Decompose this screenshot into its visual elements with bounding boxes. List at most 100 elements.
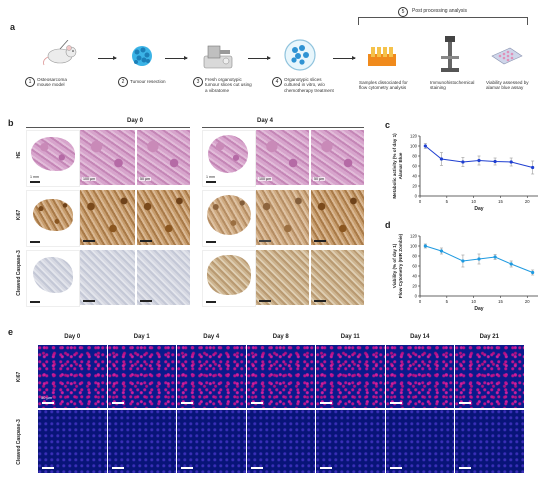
caspase-day0-mid [80,250,135,305]
caspase-day0-section [33,257,73,293]
x-axis-label: Day [474,206,483,212]
tumour-cells-icon [132,46,152,66]
microscope-icon [441,36,459,72]
data-point [509,160,513,164]
y-tick-label: 20 [412,284,417,289]
caspase-day4-mid [256,250,309,305]
ki67-day0-section [33,199,73,231]
mouse-icon [43,40,77,66]
ki67-day0-whole [26,190,80,247]
fluorescence-tile: 50 µm [38,345,107,408]
fluorescence-tile [107,345,176,408]
fluorescence-tile [316,410,385,473]
arrow-2 [165,56,188,60]
y-tick-label: 80 [412,154,417,159]
fluor-day-label: Day 14 [410,334,430,340]
histology-day-4-label: Day 4 [256,118,273,124]
x-tick-label: 5 [446,299,449,304]
fluorescence-tile [385,410,454,473]
histology-day-0-label: Day 0 [126,118,143,124]
post-item-2-text: Immunohistochemical staining [430,80,475,91]
scale-bar [42,467,54,469]
arrow-4 [333,56,356,60]
ki67-day4-section [207,195,251,235]
ki67-day0-zoom [137,190,190,245]
scale-bar [140,300,152,302]
x-tick-label: 20 [525,299,530,304]
scale-bar [459,467,471,469]
ki67-day4-whole [202,190,256,247]
scale-bar [206,301,216,303]
caspase-day0-zoom [137,250,190,305]
scale-bar [250,467,263,469]
panel-label-b: b [8,118,14,128]
he-day0-zoom: 50 µm [137,130,190,185]
y-tick-label: 120 [410,234,418,239]
step-1-number: 1 [25,77,35,87]
step-2-number: 2 [118,77,128,87]
x-tick-label: 5 [446,199,449,204]
ki67-day4-zoom [311,190,364,245]
fluor-day-label: Day 4 [203,334,220,340]
fluor-day-label: Day 21 [479,334,499,340]
scale-bar [42,402,54,404]
cytometry-tubes-icon [368,47,396,66]
fluorescence-tile [455,410,524,473]
y-tick-label: 0 [415,294,418,299]
y-tick-label: 0 [415,194,418,199]
scale-label-mid: 100 µm [258,177,273,181]
step-5-number: 5 [398,7,408,17]
y-tick-label: 100 [410,244,418,249]
histology-row-caspase: Cleaved Caspase-3 [16,250,22,296]
panel-label-e: e [8,327,14,337]
y-axis-label: Viability (% of day 1) [392,243,397,288]
scale-label-mid: 100 µm [82,177,97,181]
y-tick-label: 60 [412,164,417,169]
y-tick-label: 40 [412,274,417,279]
scale-label-whole: 1 mm [205,175,216,179]
post-item-3-text: Viability assessed by alamar blue assay [486,80,529,91]
step-3-text: Fresh organotypic tumour slices cut usin… [205,77,252,93]
fluorescence-tile [455,345,524,408]
y-tick-label: 40 [412,174,417,179]
scale-bar [30,241,40,243]
scale-bar [259,300,271,302]
scale-bar [83,300,95,302]
fluorescence-tile [107,410,176,473]
scale-bar [111,402,124,404]
y-axis-label: Flow Cytometry (NIR Zombie) [398,233,403,298]
histology-row-he: HE [16,151,22,159]
y-tick-label: 20 [412,184,417,189]
step-4-number: 4 [272,77,282,87]
x-tick-label: 20 [525,199,530,204]
fluor-row-label: Ki67 [16,371,22,382]
fluorescence-tile [177,410,246,473]
panel-label-a: a [10,22,16,32]
arrow-1 [98,56,117,60]
panel-label-d: d [385,220,391,230]
he-day0-whole: 1 mm [26,130,80,187]
scale-label-whole: 1 mm [29,175,40,179]
fluor-day-label: Day 8 [272,334,289,340]
data-point [461,259,465,263]
scale-bar [314,300,326,302]
scale-bar [206,181,216,183]
y-tick-label: 120 [410,134,418,139]
he-day4-zoom: 50 µm [311,130,364,185]
data-point [493,159,497,164]
chart-metabolic-activity: 0 20 40 60 80 100 120 0 5 10 15 20 Day Metabolic acti… [392,133,538,212]
y-tick-label: 80 [412,254,417,259]
he-day4-mid: 100 µm [256,130,309,185]
data-point [493,255,497,259]
post-item-1-text: Samples dissociated for flow cytometry a… [359,80,408,91]
scale-label-zoom: 50 µm [139,177,152,181]
data-point [509,262,513,266]
step-3-number: 3 [193,77,203,87]
x-tick-label: 10 [471,299,476,304]
data-point [531,270,535,275]
arrow-3 [248,56,271,60]
scale-bar [83,240,95,242]
fluor-day-label: Day 1 [133,334,150,340]
step-2-text: Tumour resection [130,79,166,84]
step-1-text: Osteosarcoma mouse model [37,77,67,88]
